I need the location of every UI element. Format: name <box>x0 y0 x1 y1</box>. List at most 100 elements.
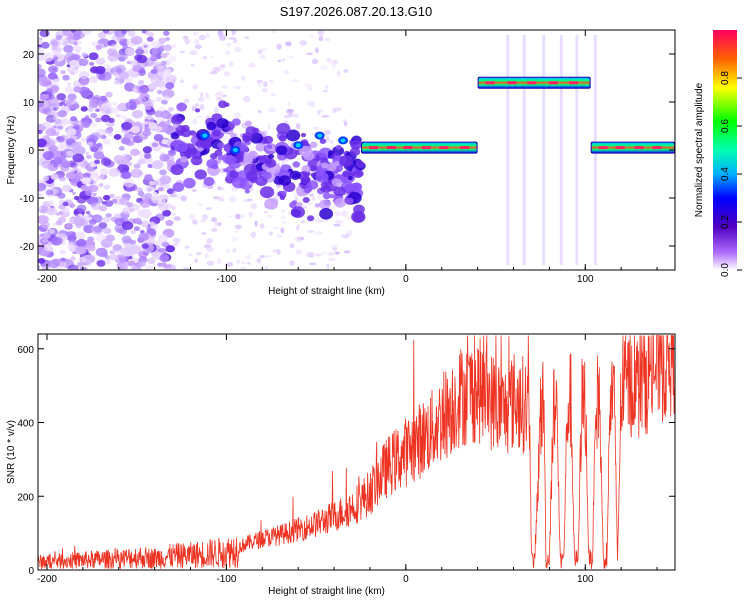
heatmap-cell <box>104 259 111 265</box>
heatmap-cell <box>121 153 132 161</box>
heatmap-cell <box>259 255 265 259</box>
heatmap-cell <box>79 78 90 86</box>
heatmap-cell <box>98 183 104 187</box>
heatmap-cell <box>319 208 334 220</box>
heatmap-cell <box>212 66 221 73</box>
heatmap-cell <box>337 70 341 75</box>
heatmap-cell <box>232 85 241 90</box>
heatmap-cell <box>205 92 210 99</box>
heatmap-cell <box>349 147 361 156</box>
heatmap-cell <box>256 257 262 264</box>
heatmap-cell <box>199 92 204 98</box>
heatmap-y-axis-label: Frequency (Hz) <box>6 116 17 185</box>
heatmap-cell <box>217 154 225 161</box>
heatmap-cell <box>130 229 137 235</box>
heatmap-cell <box>308 262 317 266</box>
heatmap-cell <box>165 219 174 227</box>
heatmap-cell <box>289 242 295 249</box>
band-peak <box>615 146 625 150</box>
chart-title: S197.2026.087.20.13.G10 <box>280 4 433 19</box>
heatmap-cell <box>212 195 220 200</box>
heatmap-cell <box>100 238 113 248</box>
heatmap-cell <box>147 83 157 91</box>
heatmap-cell <box>221 136 229 142</box>
heatmap-cell <box>335 218 340 223</box>
heatmap-cell <box>299 40 308 46</box>
heatmap-cell <box>303 187 312 194</box>
heatmap-cell <box>264 198 279 210</box>
heatmap-cell <box>140 220 150 228</box>
heatmap-cell <box>75 246 87 255</box>
heatmap-cell <box>149 88 154 93</box>
heatmap-cell <box>53 121 58 125</box>
heatmap-cell <box>99 73 106 78</box>
heatmap-cell <box>220 195 224 200</box>
heatmap-cell <box>225 49 231 56</box>
heatmap-cell <box>279 195 286 201</box>
heatmap-cell <box>257 83 263 87</box>
heatmap-cell <box>130 265 141 270</box>
heatmap-cell <box>163 95 171 101</box>
heatmap-cell <box>130 148 140 157</box>
heatmap-cell <box>124 82 134 90</box>
heatmap-cell <box>176 102 188 112</box>
heatmap-cell <box>99 168 109 176</box>
colorbar-gradient <box>713 30 737 270</box>
heatmap-cell <box>38 192 43 197</box>
heatmap-cell <box>115 64 126 73</box>
heatmap-cell <box>45 114 57 123</box>
heatmap-cell <box>240 214 245 219</box>
heatmap-cell <box>192 32 199 36</box>
heatmap-cell <box>116 160 124 166</box>
heatmap-cell <box>59 261 68 268</box>
heatmap-cell <box>73 125 80 130</box>
heatmap-cell <box>121 221 134 230</box>
heatmap-cell <box>304 83 312 87</box>
heatmap-cell <box>97 32 107 39</box>
heatmap-cell <box>301 205 308 209</box>
heatmap-cell <box>351 210 366 223</box>
heatmap-cell <box>99 95 107 102</box>
heatmap-cell <box>127 260 136 267</box>
y-tick-label: 0 <box>28 146 34 157</box>
snr-frame <box>37 333 676 571</box>
band-peak <box>652 146 662 150</box>
heatmap-cell <box>165 89 173 95</box>
heatmap-cell <box>170 212 177 216</box>
heatmap-cell <box>57 216 67 224</box>
heatmap-cell <box>267 124 271 130</box>
heatmap-cell <box>244 120 252 127</box>
heatmap-cell <box>206 158 218 169</box>
heatmap-cell <box>142 146 152 154</box>
heatmap-hotspot-core <box>232 148 238 152</box>
heatmap-cell <box>102 30 110 34</box>
heatmap-cell <box>353 204 365 215</box>
band-peak <box>569 81 579 85</box>
heatmap-cell <box>254 220 258 227</box>
heatmap-cell <box>87 107 94 112</box>
heatmap-cell <box>194 44 202 50</box>
heatmap-cell <box>157 262 163 267</box>
heatmap-cell <box>165 245 176 253</box>
colorbar-tick-label: 0.0 <box>720 263 731 277</box>
heatmap-cell <box>158 106 165 112</box>
heatmap-cell <box>159 254 170 263</box>
heatmap-cell <box>226 261 234 267</box>
heatmap-cell <box>120 137 131 145</box>
heatmap-cell <box>91 41 98 47</box>
heatmap-cell <box>344 121 348 127</box>
heatmap-cell <box>85 190 93 196</box>
heatmap-cell <box>172 237 181 243</box>
heatmap-cell <box>123 178 135 188</box>
heatmap-cell <box>115 75 121 80</box>
heatmap-cell <box>76 204 87 213</box>
heatmap-cell <box>137 190 145 197</box>
heatmap-cell <box>194 258 199 264</box>
heatmap-cell <box>168 107 175 112</box>
band-peak <box>634 146 644 150</box>
heatmap-cell <box>120 246 132 256</box>
band-peak <box>485 81 495 85</box>
heatmap-cell <box>110 250 116 255</box>
heatmap-cell <box>134 217 142 224</box>
heatmap-cell <box>162 209 172 217</box>
